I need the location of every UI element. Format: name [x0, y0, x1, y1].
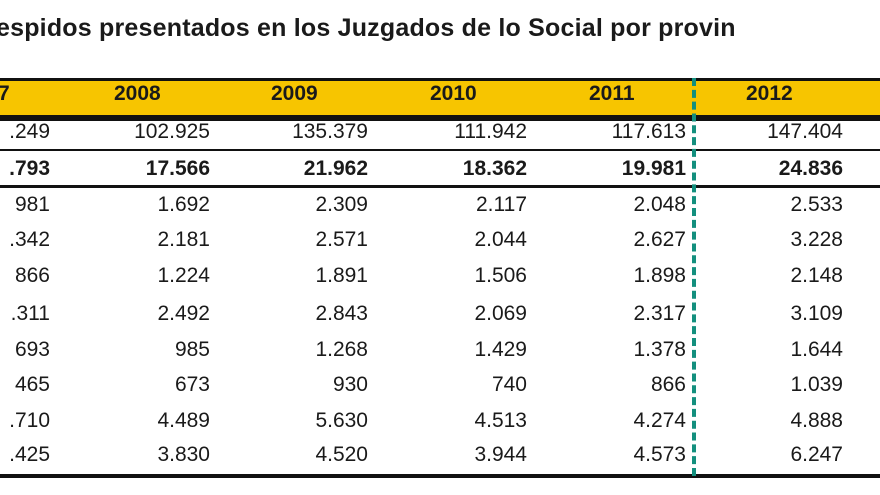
table-cell: 1.692 [157, 193, 210, 216]
table-row: 465 673 930 740 866 1.039 [0, 369, 880, 405]
table-cell: 2.492 [157, 302, 210, 325]
table-cell: 1.891 [315, 264, 368, 287]
table-row: .342 2.181 2.571 2.044 2.627 3.228 [0, 224, 880, 260]
table-cell: 19.981 [621, 157, 686, 180]
table-cell: 2.317 [633, 302, 686, 325]
table-row: 693 985 1.268 1.429 1.378 1.644 [0, 334, 880, 370]
table-row: 866 1.224 1.891 1.506 1.898 2.148 [0, 260, 880, 296]
table-cell: 1.378 [633, 338, 686, 361]
table-cell: 673 [174, 373, 210, 396]
column-header: 2008 [114, 82, 161, 105]
table-cell: .249 [9, 120, 50, 143]
table-row: .710 4.489 5.630 4.513 4.274 4.888 [0, 405, 880, 441]
table-cell: 1.898 [633, 264, 686, 287]
table-cell: 147.404 [767, 120, 843, 143]
table-cell: 985 [174, 338, 210, 361]
table-cell: 4.513 [474, 409, 527, 432]
table-cell: 135.379 [292, 120, 368, 143]
table-cell: 111.942 [454, 120, 527, 143]
table-cell: 24.836 [778, 157, 843, 180]
row-divider [0, 149, 880, 151]
table-cell: 3.109 [790, 302, 843, 325]
row-divider [0, 185, 880, 188]
table-row: .311 2.492 2.843 2.069 2.317 3.109 [0, 298, 880, 334]
year-divider-dashed [692, 78, 696, 476]
column-header: 2010 [430, 82, 477, 105]
table-title: espidos presentados en los Juzgados de l… [0, 14, 736, 42]
table-cell: 4.520 [315, 443, 368, 466]
table-cell: 465 [14, 373, 50, 396]
table-cell: 930 [332, 373, 368, 396]
table-cell: 3.830 [157, 443, 210, 466]
table-cell: 866 [14, 264, 50, 287]
table-cell: 2.148 [790, 264, 843, 287]
table-cell: 2.571 [315, 228, 368, 251]
table-cell: 1.644 [790, 338, 843, 361]
table-row: 981 1.692 2.309 2.117 2.048 2.533 [0, 189, 880, 225]
table-cell: 866 [650, 373, 686, 396]
table-bottom-border [0, 474, 880, 478]
table-cell: 1.224 [157, 264, 210, 287]
table-cell: 4.489 [157, 409, 210, 432]
table-cell: .710 [9, 409, 50, 432]
table-header [0, 78, 880, 121]
table-row: .249 102.925 135.379 111.942 117.613 147.404 [0, 116, 880, 152]
column-header: 2011 [589, 82, 635, 105]
table-cell: 1.268 [315, 338, 368, 361]
table-cell: 1.506 [474, 264, 527, 287]
table-cell: .793 [9, 157, 50, 180]
table-cell: 693 [14, 338, 50, 361]
column-header: 2012 [746, 82, 793, 105]
table-cell: 102.925 [134, 120, 210, 143]
table-cell: 2.843 [315, 302, 368, 325]
table-cell: 117.613 [611, 120, 686, 143]
table-cell: 2.181 [157, 228, 210, 251]
table-cell: 2.627 [633, 228, 686, 251]
table-cell: 6.247 [790, 443, 843, 466]
table-row: .425 3.830 4.520 3.944 4.573 6.247 [0, 439, 880, 475]
table-cell: 4.274 [633, 409, 686, 432]
table-cell: 18.362 [462, 157, 527, 180]
table-cell: 4.573 [633, 443, 686, 466]
table-cell: 2.309 [315, 193, 368, 216]
column-header: 7 [0, 82, 10, 105]
table-cell: .311 [10, 302, 50, 325]
table-cell: 2.117 [476, 193, 527, 216]
table-cell: 3.944 [474, 443, 527, 466]
table-cell: 2.048 [633, 193, 686, 216]
table-cell: 2.069 [474, 302, 527, 325]
column-header: 2009 [271, 82, 318, 105]
table-cell: 5.630 [315, 409, 368, 432]
table-cell: 4.888 [790, 409, 843, 432]
table-cell: .342 [9, 228, 50, 251]
table-cell: 2.533 [790, 193, 843, 216]
table-cell: 981 [14, 193, 50, 216]
table-cell: .425 [9, 443, 50, 466]
table-cell: 1.429 [474, 338, 527, 361]
table-cell: 17.566 [145, 157, 210, 180]
table-cell: 740 [491, 373, 527, 396]
table-cell: 21.962 [303, 157, 368, 180]
table-cell: 3.228 [790, 228, 843, 251]
table-row: .793 17.566 21.962 18.362 19.981 24.836 [0, 153, 880, 189]
table-cell: 2.044 [474, 228, 527, 251]
table-cell: 1.039 [790, 373, 843, 396]
